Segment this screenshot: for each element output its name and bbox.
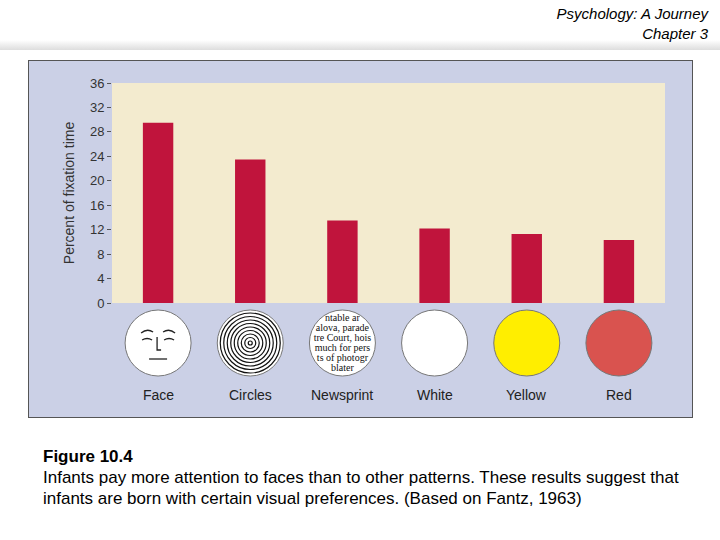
html-text:Psychology: A Journey: Psychology: A Journey bbox=[556, 5, 708, 22]
svg-text:12: 12 bbox=[90, 222, 104, 237]
html-text:Chapter 3: Chapter 3 bbox=[642, 25, 708, 42]
svg-text:Newsprint: Newsprint bbox=[311, 387, 373, 403]
svg-text:Circles: Circles bbox=[229, 387, 272, 403]
svg-text:4: 4 bbox=[97, 271, 104, 286]
svg-text:Face: Face bbox=[143, 387, 174, 403]
svg-text:Percent of fixation time: Percent of fixation time bbox=[61, 122, 77, 265]
svg-text:White: White bbox=[417, 387, 453, 403]
html-text:Infants pay more attention to: Infants pay more attention to faces than… bbox=[43, 468, 679, 508]
svg-text:0: 0 bbox=[97, 296, 104, 311]
svg-text:28: 28 bbox=[90, 124, 104, 139]
svg-text:much for pers: much for pers bbox=[315, 342, 371, 353]
svg-text:ntable ar: ntable ar bbox=[325, 312, 360, 323]
svg-text:24: 24 bbox=[90, 149, 104, 164]
svg-text:alova, parade: alova, parade bbox=[316, 322, 370, 333]
svg-text:16: 16 bbox=[90, 198, 104, 213]
svg-text:20: 20 bbox=[90, 173, 104, 188]
svg-text:8: 8 bbox=[97, 247, 104, 262]
svg-text:blater: blater bbox=[331, 362, 354, 373]
svg-text:36: 36 bbox=[90, 76, 104, 91]
svg-text:Red: Red bbox=[606, 387, 632, 403]
svg-text:ts of photogr: ts of photogr bbox=[317, 352, 369, 363]
html-text:Figure 10.4: Figure 10.4 bbox=[43, 447, 133, 466]
svg-text:tre Court, hois: tre Court, hois bbox=[314, 332, 372, 343]
svg-text:Yellow: Yellow bbox=[506, 387, 547, 403]
svg-text:32: 32 bbox=[90, 100, 104, 115]
